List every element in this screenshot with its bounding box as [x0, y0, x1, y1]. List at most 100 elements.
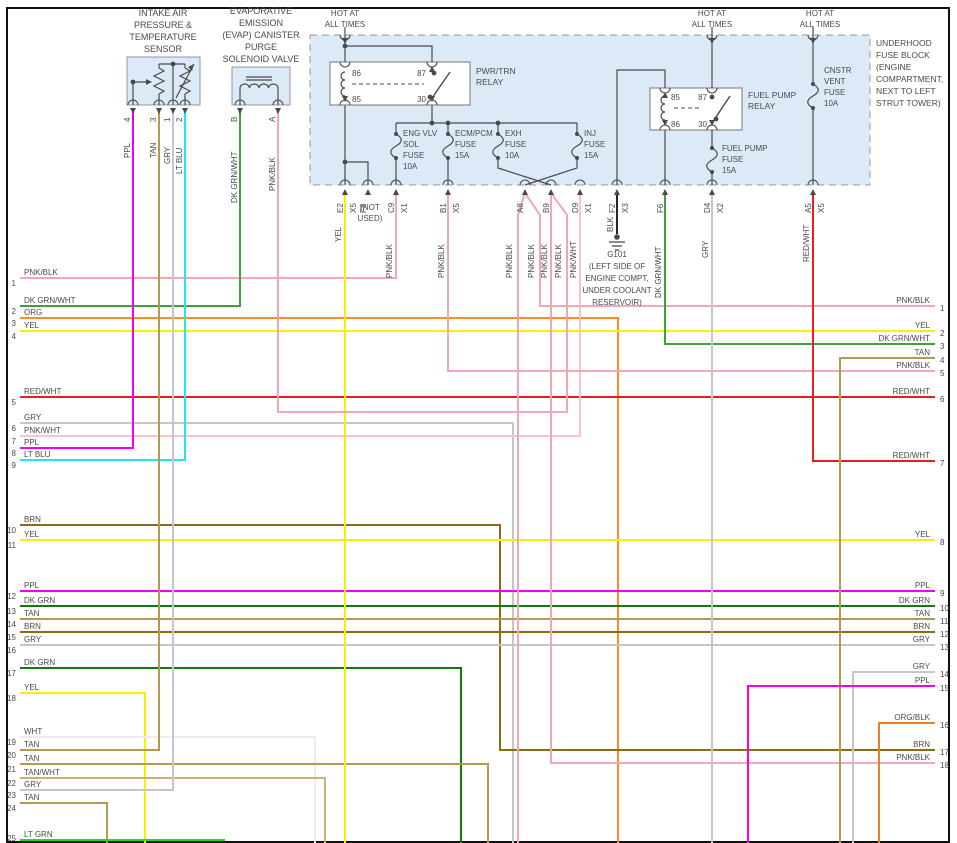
wirecolor-b9a-pnkblk: PNK/BLK [540, 244, 549, 278]
evap-coil [239, 83, 279, 89]
wire-a5-red-wht [812, 195, 935, 462]
right-row-18-number: 18 [940, 761, 949, 770]
right-row-5-label: PNK/BLK [896, 361, 930, 370]
f8-not-used-label-line-0: (NOT [360, 203, 380, 212]
wire-arrow-9 [342, 189, 348, 195]
right-row-14-number: 14 [940, 670, 949, 679]
left-row-3-number: 3 [12, 319, 17, 328]
wirecolor-iat-ppl: PPL [123, 142, 132, 158]
wirecolor-b1-pnkblk: PNK/BLK [437, 244, 446, 278]
exh-fuse-to-b9 [497, 158, 552, 186]
cnstr-vent-fuse-label-line-2: FUSE [824, 88, 845, 97]
wirecolor-iat-tan: TAN [149, 142, 158, 158]
inj-fuse-dot-bottom [575, 156, 579, 160]
wire-arrow-22 [429, 96, 435, 102]
ecm-pcm-fuse [442, 133, 454, 159]
evap-solenoid-title-line-1: EMISSION [239, 18, 283, 28]
left-row-2-number: 2 [12, 307, 17, 316]
right-row-16-number: 16 [940, 721, 949, 730]
underhood-fuse-block-box [309, 34, 871, 186]
wire-a8b-pnk-blk [524, 192, 935, 307]
pwr-trn-switch [431, 71, 451, 99]
connector-a8: A8 [516, 203, 525, 213]
iat-sensor-title-line-0: INTAKE AIR [139, 8, 188, 18]
inj-fuse-label-line-1: FUSE [584, 140, 605, 149]
wire-arrow-3 [130, 108, 136, 114]
eng-vlv-sol-fuse [390, 133, 402, 159]
pwr-trn-85-branch-f8 [345, 161, 369, 185]
g101-ground-dot [614, 234, 620, 240]
connector-arc-11 [659, 179, 671, 186]
left-row-14-number: 14 [7, 620, 16, 629]
right-row-6-number: 6 [940, 395, 945, 404]
wire-arrow-26 [146, 79, 152, 85]
right-row-8-label: YEL [915, 530, 931, 539]
wire-right-04-tan [839, 357, 935, 843]
fuel-pump-relay-label-line-1: RELAY [748, 101, 776, 111]
left-row-14-label: TAN [24, 609, 40, 618]
f8-not-used-label-line-1: USED) [358, 214, 383, 223]
evap-solenoid-title-line-4: SOLENOID VALVE [223, 54, 300, 64]
feed-hot1-branch-87 [345, 45, 433, 62]
connector-arc-16 [167, 99, 179, 106]
underhood-fuse-block-label-line-1: FUSE BLOCK [876, 50, 930, 60]
junction-dot-2 [429, 120, 435, 126]
wirecolor-e2-yel: YEL [334, 226, 343, 242]
pwr-trn-relay-label-line-0: PWR/TRN [476, 66, 516, 76]
right-row-13-number: 13 [940, 643, 949, 652]
wire-left-09-lt-blu [20, 112, 186, 461]
fuel-pump-pin-87: 87 [698, 93, 707, 102]
junction-dot-0 [342, 43, 348, 49]
wire-arrow-2 [810, 38, 816, 44]
cnstr-vent-fuse [807, 83, 819, 109]
left-row-25-label: LT GRN [24, 830, 53, 839]
wire-arrow-15 [577, 189, 583, 195]
left-row-21-number: 21 [7, 765, 16, 774]
right-row-16-label: ORG/BLK [894, 713, 930, 722]
left-row-23-number: 23 [7, 791, 16, 800]
connector-e2-x5: X5 [349, 203, 358, 213]
underhood-fuse-block-label-line-0: UNDERHOOD [876, 38, 932, 48]
wire-right-16-org-blk [878, 722, 935, 843]
right-row-4-label: TAN [915, 348, 931, 357]
wire-left-18-yel [20, 692, 146, 843]
ecm-pcm-fuse-dot-top [446, 132, 450, 136]
evap-solenoid-title-line-3: PURGE [245, 42, 277, 52]
underhood-fuse-block-label-line-4: NEXT TO LEFT [876, 86, 936, 96]
left-row-12-label: PPL [24, 581, 40, 590]
inj-fuse-label-line-0: INJ [584, 129, 596, 138]
connector-a5-x5: X5 [817, 203, 826, 213]
underhood-fuse-block-label-line-2: (ENGINE [876, 62, 912, 72]
left-row-16-label: GRY [24, 635, 42, 644]
wire-left-17-dk-grn [20, 667, 462, 843]
iat-resistor-variable-arrowhead [188, 64, 194, 71]
connector-c9: C9 [387, 202, 396, 213]
right-row-1-label: PNK/BLK [896, 296, 930, 305]
wire-arrow-11 [393, 189, 399, 195]
wire-arrow-7 [237, 108, 243, 114]
left-row-6-number: 6 [12, 424, 17, 433]
left-row-4-number: 4 [12, 332, 17, 341]
wire-arrow-19 [810, 189, 816, 195]
fuel-pump-fuse-dot-bottom [710, 170, 714, 174]
left-row-25-number: 25 [7, 834, 16, 843]
wire-left-10-brn [20, 524, 935, 751]
wire-arrow-5 [170, 108, 176, 114]
fuel-pump-fuse-label-line-1: FUSE [722, 155, 743, 164]
pwr-trn-relay-label-line-1: RELAY [476, 77, 504, 87]
iat-sensor-title-line-3: SENSOR [144, 44, 183, 54]
wire-b9a-pnk-blk [550, 193, 935, 764]
left-row-16-number: 16 [7, 646, 16, 655]
wirecolor-evap-dkgrnwht: DK GRN/WHT [230, 151, 239, 203]
pwr-trn-coil [340, 71, 346, 97]
left-row-17-label: DK GRN [24, 658, 55, 667]
hot-at-all-times-1-line-0: HOT AT [331, 9, 359, 18]
connector-arc-25 [706, 87, 718, 94]
wire-arrow-21 [342, 96, 348, 102]
right-row-10-number: 10 [940, 604, 949, 613]
right-row-15-label: PPL [915, 676, 931, 685]
iat-pin-2: 2 [175, 117, 184, 122]
left-row-21-label: TAN [24, 754, 40, 763]
evap-solenoid-title-line-0: EVAPORATIVE [230, 6, 292, 16]
